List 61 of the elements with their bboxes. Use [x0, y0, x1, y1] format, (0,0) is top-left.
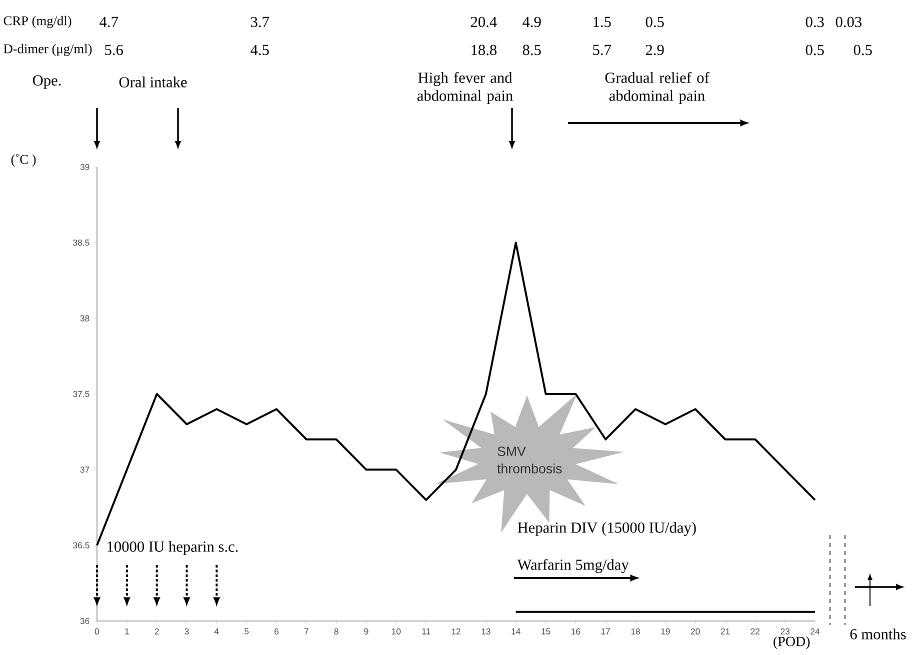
text: 0.03 [836, 16, 862, 28]
x-tick-label: 13 [482, 628, 490, 634]
annotation: SMV thrombosis [497, 446, 562, 474]
text: 3.7 [251, 16, 269, 28]
text: 0.5 [806, 44, 824, 56]
text: 4.5 [250, 44, 269, 56]
annotation: 10000 IU heparin s.c. [108, 541, 238, 555]
y-axis-title: (˚C ) [11, 154, 36, 167]
x-axis-title: (POD) [774, 636, 810, 650]
text: 5.7 [593, 44, 611, 56]
x-tick-label: 20 [690, 628, 700, 634]
text: 0.3 [806, 16, 824, 28]
x-tick-label: 23 [780, 628, 790, 634]
x-tick-label: 9 [364, 628, 368, 634]
x-tick-label: 22 [750, 628, 760, 634]
text: 6 months [850, 628, 906, 640]
text: 0.5 [646, 16, 664, 28]
x-tick-label: 18 [631, 628, 640, 634]
text: 2.9 [646, 44, 664, 56]
y-tick-label: 37 [80, 466, 90, 473]
y-tick-label: 38 [80, 315, 90, 322]
y-tick-label: 37.5 [73, 390, 90, 398]
x-tick-label: 4 [214, 628, 219, 634]
text: Ope. [32, 75, 61, 89]
y-tick-label: 36 [80, 618, 90, 624]
x-tick-label: 2 [154, 628, 159, 634]
text: 0.5 [854, 44, 872, 56]
y-tick-label: 39 [80, 164, 90, 170]
x-tick-label: 3 [184, 628, 189, 634]
x-tick-label: 5 [244, 628, 249, 634]
text: 18.8 [472, 44, 497, 56]
text: 4.9 [522, 16, 541, 28]
text: Oral intake [119, 76, 187, 88]
text: 5.6 [105, 44, 123, 56]
x-tick-label: 11 [422, 628, 430, 634]
text: D-dimer (μg/ml) [4, 44, 92, 56]
x-tick-label: 15 [542, 628, 550, 634]
annotation: Warfarin 5mg/day [517, 558, 629, 574]
text: Gradual relief of abdominal pain [605, 72, 710, 104]
x-tick-label: 21 [720, 628, 730, 634]
x-tick-label: 6 [274, 628, 279, 634]
x-tick-label: 16 [572, 628, 580, 634]
y-tick-label: 36.5 [73, 542, 90, 548]
text: 4.7 [100, 16, 118, 28]
text: 20.4 [470, 16, 497, 28]
text: 1.5 [594, 16, 611, 28]
x-tick-label: 8 [334, 628, 338, 634]
text: CRP (mg/dl) [4, 16, 72, 28]
annotation: Heparin DIV (15000 IU/day) [518, 522, 696, 536]
x-tick-label: 10 [392, 628, 401, 634]
x-tick-label: 7 [304, 628, 308, 634]
text: 8.5 [522, 44, 541, 56]
x-tick-label: 12 [452, 628, 460, 634]
x-tick-label: 24 [810, 628, 820, 634]
text: High fever and abdominal pain [417, 72, 513, 104]
x-tick-label: 0 [94, 628, 100, 634]
x-tick-label: 19 [661, 628, 670, 634]
x-tick-label: 1 [125, 628, 129, 634]
y-tick-label: 38.5 [73, 240, 90, 246]
x-tick-label: 14 [512, 628, 520, 634]
x-tick-label: 17 [601, 628, 610, 634]
